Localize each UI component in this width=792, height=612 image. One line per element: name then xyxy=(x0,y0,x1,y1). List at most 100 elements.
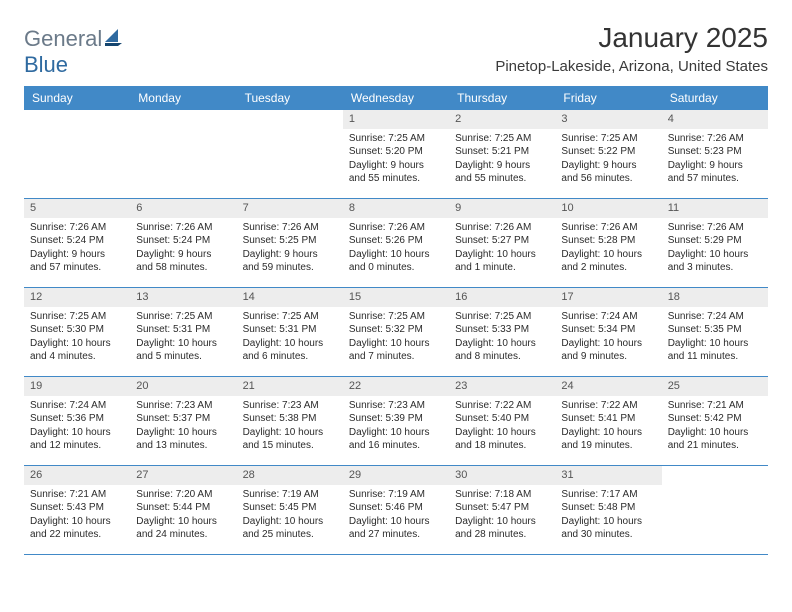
calendar-cell xyxy=(237,110,343,198)
cell-sunset: Sunset: 5:22 PM xyxy=(561,145,655,159)
cell-sunset: Sunset: 5:28 PM xyxy=(561,234,655,248)
cell-daylight1: Daylight: 10 hours xyxy=(349,337,443,351)
day-number: 21 xyxy=(237,377,343,396)
cell-daylight1: Daylight: 10 hours xyxy=(455,426,549,440)
day-number: 3 xyxy=(555,110,661,129)
calendar-row: 19Sunrise: 7:24 AMSunset: 5:36 PMDayligh… xyxy=(24,377,768,466)
title-location: Pinetop-Lakeside, Arizona, United States xyxy=(495,58,768,75)
cell-sunrise: Sunrise: 7:24 AM xyxy=(561,310,655,324)
cell-sunrise: Sunrise: 7:26 AM xyxy=(455,221,549,235)
cell-daylight1: Daylight: 10 hours xyxy=(455,515,549,529)
calendar-cell: 14Sunrise: 7:25 AMSunset: 5:31 PMDayligh… xyxy=(237,288,343,376)
cell-daylight1: Daylight: 10 hours xyxy=(30,515,124,529)
day-number: 13 xyxy=(130,288,236,307)
calendar-cell: 2Sunrise: 7:25 AMSunset: 5:21 PMDaylight… xyxy=(449,110,555,198)
cell-sunset: Sunset: 5:24 PM xyxy=(30,234,124,248)
calendar-cell xyxy=(662,466,768,554)
cell-daylight2: and 24 minutes. xyxy=(136,528,230,542)
cell-sunrise: Sunrise: 7:25 AM xyxy=(349,310,443,324)
day-number: 29 xyxy=(343,466,449,485)
day-number: 11 xyxy=(662,199,768,218)
cell-daylight2: and 2 minutes. xyxy=(561,261,655,275)
calendar-row: 1Sunrise: 7:25 AMSunset: 5:20 PMDaylight… xyxy=(24,110,768,199)
cell-daylight1: Daylight: 10 hours xyxy=(30,426,124,440)
cell-daylight2: and 11 minutes. xyxy=(668,350,762,364)
day-number: 4 xyxy=(662,110,768,129)
calendar-cell: 16Sunrise: 7:25 AMSunset: 5:33 PMDayligh… xyxy=(449,288,555,376)
cell-sunset: Sunset: 5:21 PM xyxy=(455,145,549,159)
cell-daylight2: and 6 minutes. xyxy=(243,350,337,364)
day-number: 26 xyxy=(24,466,130,485)
calendar-cell: 22Sunrise: 7:23 AMSunset: 5:39 PMDayligh… xyxy=(343,377,449,465)
sail-icon xyxy=(104,26,124,44)
header: GeneralBlue January 2025 Pinetop-Lakesid… xyxy=(24,22,768,78)
cell-sunset: Sunset: 5:42 PM xyxy=(668,412,762,426)
day-number: 25 xyxy=(662,377,768,396)
cell-daylight1: Daylight: 10 hours xyxy=(349,515,443,529)
cell-daylight2: and 1 minute. xyxy=(455,261,549,275)
cell-sunrise: Sunrise: 7:26 AM xyxy=(668,132,762,146)
cell-sunrise: Sunrise: 7:26 AM xyxy=(30,221,124,235)
cell-daylight1: Daylight: 10 hours xyxy=(561,337,655,351)
cell-sunrise: Sunrise: 7:17 AM xyxy=(561,488,655,502)
cell-sunset: Sunset: 5:47 PM xyxy=(455,501,549,515)
cell-sunrise: Sunrise: 7:25 AM xyxy=(136,310,230,324)
calendar-row: 12Sunrise: 7:25 AMSunset: 5:30 PMDayligh… xyxy=(24,288,768,377)
cell-daylight2: and 21 minutes. xyxy=(668,439,762,453)
day-number: 23 xyxy=(449,377,555,396)
cell-sunset: Sunset: 5:38 PM xyxy=(243,412,337,426)
calendar-cell: 19Sunrise: 7:24 AMSunset: 5:36 PMDayligh… xyxy=(24,377,130,465)
cell-sunset: Sunset: 5:39 PM xyxy=(349,412,443,426)
day-number: 2 xyxy=(449,110,555,129)
brand-blue: Blue xyxy=(24,52,68,77)
cell-daylight1: Daylight: 10 hours xyxy=(455,248,549,262)
cell-sunrise: Sunrise: 7:21 AM xyxy=(30,488,124,502)
day-number: 12 xyxy=(24,288,130,307)
cell-daylight1: Daylight: 10 hours xyxy=(243,515,337,529)
cell-daylight1: Daylight: 9 hours xyxy=(455,159,549,173)
cell-daylight2: and 57 minutes. xyxy=(668,172,762,186)
calendar-header-row: Sunday Monday Tuesday Wednesday Thursday… xyxy=(24,86,768,110)
cell-sunset: Sunset: 5:31 PM xyxy=(136,323,230,337)
cell-daylight1: Daylight: 9 hours xyxy=(136,248,230,262)
day-number: 7 xyxy=(237,199,343,218)
cell-sunset: Sunset: 5:26 PM xyxy=(349,234,443,248)
calendar-cell: 13Sunrise: 7:25 AMSunset: 5:31 PMDayligh… xyxy=(130,288,236,376)
col-head-monday: Monday xyxy=(130,86,236,110)
cell-daylight2: and 55 minutes. xyxy=(349,172,443,186)
calendar-cell xyxy=(24,110,130,198)
cell-daylight2: and 30 minutes. xyxy=(561,528,655,542)
calendar-cell: 6Sunrise: 7:26 AMSunset: 5:24 PMDaylight… xyxy=(130,199,236,287)
day-number: 10 xyxy=(555,199,661,218)
calendar-cell: 8Sunrise: 7:26 AMSunset: 5:26 PMDaylight… xyxy=(343,199,449,287)
cell-daylight2: and 27 minutes. xyxy=(349,528,443,542)
calendar-cell: 5Sunrise: 7:26 AMSunset: 5:24 PMDaylight… xyxy=(24,199,130,287)
col-head-thursday: Thursday xyxy=(449,86,555,110)
cell-daylight1: Daylight: 10 hours xyxy=(668,426,762,440)
cell-daylight1: Daylight: 10 hours xyxy=(455,337,549,351)
title-month: January 2025 xyxy=(495,22,768,54)
cell-sunset: Sunset: 5:37 PM xyxy=(136,412,230,426)
day-number: 16 xyxy=(449,288,555,307)
cell-daylight2: and 19 minutes. xyxy=(561,439,655,453)
day-number: 5 xyxy=(24,199,130,218)
cell-sunrise: Sunrise: 7:25 AM xyxy=(455,310,549,324)
day-number: 15 xyxy=(343,288,449,307)
calendar-cell: 18Sunrise: 7:24 AMSunset: 5:35 PMDayligh… xyxy=(662,288,768,376)
col-head-sunday: Sunday xyxy=(24,86,130,110)
calendar-cell: 17Sunrise: 7:24 AMSunset: 5:34 PMDayligh… xyxy=(555,288,661,376)
cell-sunset: Sunset: 5:44 PM xyxy=(136,501,230,515)
cell-daylight1: Daylight: 9 hours xyxy=(668,159,762,173)
calendar-cell: 31Sunrise: 7:17 AMSunset: 5:48 PMDayligh… xyxy=(555,466,661,554)
calendar-cell: 24Sunrise: 7:22 AMSunset: 5:41 PMDayligh… xyxy=(555,377,661,465)
calendar-cell: 12Sunrise: 7:25 AMSunset: 5:30 PMDayligh… xyxy=(24,288,130,376)
cell-sunset: Sunset: 5:27 PM xyxy=(455,234,549,248)
calendar-cell: 7Sunrise: 7:26 AMSunset: 5:25 PMDaylight… xyxy=(237,199,343,287)
cell-sunset: Sunset: 5:31 PM xyxy=(243,323,337,337)
day-number: 18 xyxy=(662,288,768,307)
cell-daylight2: and 9 minutes. xyxy=(561,350,655,364)
cell-daylight1: Daylight: 10 hours xyxy=(349,248,443,262)
cell-daylight1: Daylight: 10 hours xyxy=(136,515,230,529)
day-number: 8 xyxy=(343,199,449,218)
brand-general: General xyxy=(24,26,102,51)
